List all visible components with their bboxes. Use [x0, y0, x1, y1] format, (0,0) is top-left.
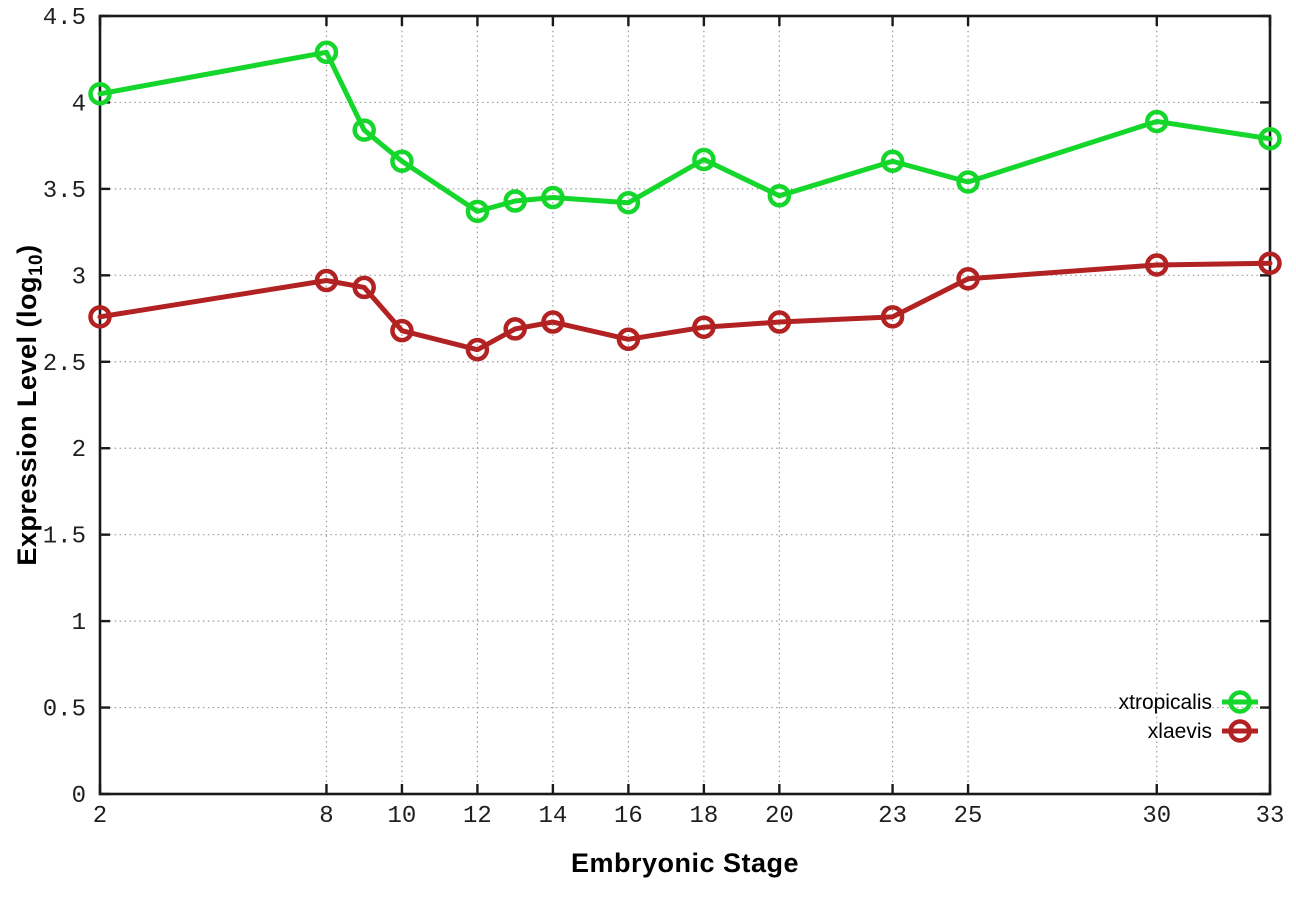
data-point-xtropicalis	[352, 118, 376, 142]
legend-item-xlaevis: xlaevis	[1148, 719, 1258, 743]
x-axis-title: Embryonic Stage	[570, 848, 800, 878]
y-tick-label: 1.5	[43, 524, 86, 551]
y-tick-label: 2.5	[43, 351, 86, 378]
x-tick-label: 33	[1256, 803, 1285, 830]
data-point-xtropicalis	[314, 40, 339, 65]
x-tick-label: 18	[689, 803, 718, 830]
x-tick-labels: 2 8 10 12 14 16 18 20 23 25 30 33	[93, 803, 1285, 830]
x-tick-label: 16	[614, 803, 643, 830]
y-axis-title: Expression Level (log10)	[12, 244, 48, 565]
data-point-xlaevis	[352, 275, 376, 300]
data-point-xlaevis	[616, 327, 641, 352]
legend-label-xlaevis: xlaevis	[1148, 720, 1212, 743]
x-tick-label: 10	[388, 803, 417, 830]
x-tick-label: 2	[93, 803, 107, 830]
data-point-xlaevis	[88, 305, 112, 329]
y-tick-label: 2	[72, 437, 86, 464]
data-point-xtropicalis	[880, 149, 905, 173]
y-axis-title-suffix: )	[12, 244, 42, 254]
data-point-xtropicalis	[465, 199, 490, 224]
y-tick-label: 4.5	[43, 5, 86, 32]
x-tick-label: 25	[954, 803, 983, 830]
data-point-xlaevis	[465, 337, 490, 362]
legend: xtropicalis xlaevis	[1119, 690, 1258, 743]
grid-lines	[100, 16, 1270, 794]
y-tick-label: 4	[72, 91, 86, 118]
data-point-xlaevis	[1258, 251, 1282, 275]
data-point-xlaevis	[880, 305, 905, 329]
plot-border	[98, 14, 1272, 796]
data-point-xlaevis	[767, 310, 792, 334]
data-point-xlaevis	[541, 310, 565, 334]
data-point-xtropicalis	[956, 170, 980, 194]
tick-marks	[98, 14, 1272, 796]
y-tick-label: 0	[72, 783, 86, 810]
data-point-xtropicalis	[503, 189, 527, 213]
series-xtropicalis	[88, 40, 1282, 224]
data-point-xtropicalis	[88, 82, 112, 106]
x-tick-label: 30	[1142, 803, 1171, 830]
legend-item-xtropicalis: xtropicalis	[1119, 690, 1258, 714]
x-tick-label: 23	[878, 803, 907, 830]
x-tick-label: 8	[319, 803, 333, 830]
x-tick-label: 12	[463, 803, 492, 830]
data-point-xtropicalis	[767, 184, 792, 208]
data-point-xtropicalis	[1258, 127, 1282, 151]
y-tick-label: 3.5	[43, 178, 86, 205]
legend-marker-xtropicalis	[1228, 690, 1252, 714]
series-xlaevis	[88, 251, 1282, 362]
series-line-xlaevis	[97, 260, 1273, 353]
data-point-xtropicalis	[541, 185, 565, 210]
y-axis-title-text: Expression Level (log	[12, 276, 42, 566]
y-tick-label: 1	[72, 610, 86, 637]
data-point-xtropicalis	[1145, 109, 1169, 134]
data-point-xlaevis	[390, 318, 414, 343]
data-point-xlaevis	[503, 317, 527, 341]
series-line-xtropicalis	[97, 49, 1273, 214]
y-tick-labels: 0 0.5 1 1.5 2 2.5 3 3.5 4 4.5	[43, 5, 86, 810]
x-tick-label: 20	[765, 803, 794, 830]
data-point-xlaevis	[1145, 253, 1169, 277]
x-tick-label: 14	[538, 803, 567, 830]
data-point-xlaevis	[314, 268, 339, 293]
data-point-xlaevis	[956, 267, 980, 291]
data-point-xtropicalis	[616, 190, 641, 215]
y-tick-label: 3	[72, 264, 86, 291]
data-point-xlaevis	[692, 315, 716, 339]
legend-label-xtropicalis: xtropicalis	[1119, 691, 1212, 714]
data-point-xtropicalis	[390, 149, 414, 173]
y-tick-label: 0.5	[43, 697, 86, 724]
y-axis-title-subscript: 10	[26, 253, 47, 277]
data-point-xtropicalis	[692, 147, 716, 172]
legend-marker-xlaevis	[1228, 719, 1252, 743]
